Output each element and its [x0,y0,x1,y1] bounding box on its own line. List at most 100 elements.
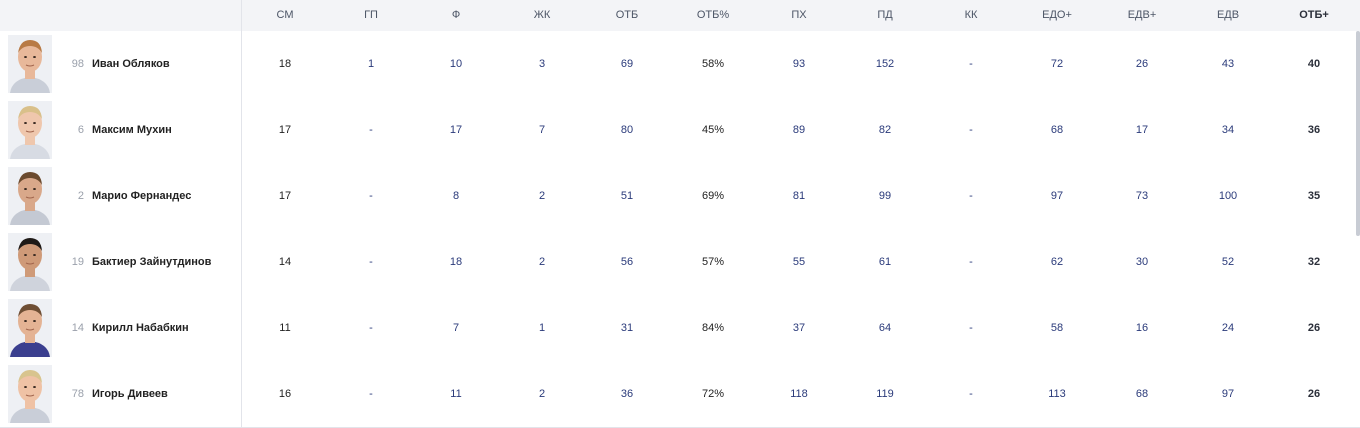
stat-cell-10: 30 [1135,256,1149,268]
stat-cell-6: 118 [790,388,808,400]
stat-cell-8: - [969,256,973,268]
stat-cell-2: 17 [449,124,463,136]
player-number: 98 [71,58,84,70]
column-header-edo-plus[interactable]: ЕДО+ [1042,9,1072,21]
table-row[interactable]: 78 Игорь Дивеев 16 - 11 2 36 72% 118 119 - 113 68 97 2… [0,361,1360,428]
column-header-gp[interactable]: ГП [364,9,378,21]
player-photo[interactable] [8,167,52,225]
stat-cell-11: 43 [1221,58,1235,70]
stat-cell-7: 152 [875,58,895,70]
stat-cell-10: 17 [1135,124,1149,136]
table-row[interactable]: 98 Иван Обляков 18 1 10 3 69 58% 93 152 - 72 26 43 40 [0,31,1360,98]
stat-cell-0: 18 [278,58,292,70]
player-name[interactable]: Марио Фернандес [92,190,192,202]
stat-cell-1: - [369,322,373,334]
stat-cell-2: 11 [450,388,462,400]
player-name[interactable]: Бактиер Зайнутдинов [92,256,212,268]
player-cell[interactable]: 78 Игорь Дивеев [0,361,242,427]
stat-cell-11: 97 [1221,388,1235,400]
player-number: 19 [71,256,84,268]
stat-cell-8: - [969,388,973,400]
stat-cell-12: 35 [1307,190,1321,202]
stat-cell-1: 1 [367,58,375,70]
stat-cell-11: 24 [1221,322,1235,334]
stat-cell-4: 69 [620,58,634,70]
player-number: 6 [77,124,84,136]
column-header-otb-pct[interactable]: ОТБ% [696,9,730,21]
player-cell[interactable]: 19 Бактиер Зайнутдинов [0,229,242,295]
table-row[interactable]: 14 Кирилл Набабкин 11 - 7 1 31 84% 37 64 - 58 16 24 26 [0,295,1360,362]
column-header-edv-plus[interactable]: ЕДВ+ [1127,9,1157,21]
player-number: 78 [71,388,84,400]
column-header-f[interactable]: Ф [451,9,461,21]
player-photo[interactable] [8,365,52,423]
stat-cell-0: 16 [278,388,292,400]
stat-cell-3: 3 [538,58,546,70]
player-cell[interactable]: 2 Марио Фернандес [0,163,242,229]
stat-cell-6: 81 [792,190,806,202]
stat-cell-3: 2 [538,190,546,202]
player-photo[interactable] [8,299,52,357]
stat-cell-9: 113 [1048,388,1066,400]
stat-cell-8: - [969,58,973,70]
stat-cell-9: 97 [1050,190,1064,202]
stat-cell-4: 51 [620,190,634,202]
table-row[interactable]: 2 Марио Фернандес 17 - 8 2 51 69% 81 99 - 97 73 100 35 [0,163,1360,230]
stat-cell-6: 89 [792,124,806,136]
player-name[interactable]: Максим Мухин [92,124,172,136]
column-header-px[interactable]: ПХ [791,9,807,21]
stat-cell-10: 16 [1135,322,1149,334]
stat-cell-5: 72% [701,388,725,400]
stat-cell-0: 14 [278,256,292,268]
stat-cell-11: 52 [1221,256,1235,268]
stat-cell-4: 56 [620,256,634,268]
stat-cell-3: 7 [538,124,546,136]
stat-cell-7: 64 [878,322,892,334]
player-name[interactable]: Кирилл Набабкин [92,322,189,334]
player-name[interactable]: Игорь Дивеев [92,388,168,400]
stat-cell-6: 37 [792,322,806,334]
column-header-kk[interactable]: КК [964,9,978,21]
stat-cell-12: 26 [1307,322,1321,334]
player-name[interactable]: Иван Обляков [92,58,170,70]
stat-cell-8: - [969,124,973,136]
stat-cell-10: 68 [1135,388,1149,400]
stat-cell-12: 26 [1307,388,1321,400]
player-photo[interactable] [8,233,52,291]
stat-cell-1: - [369,190,373,202]
scrollbar[interactable] [1356,31,1360,236]
stat-cell-10: 73 [1135,190,1149,202]
player-number: 2 [77,190,84,202]
stat-cell-4: 36 [620,388,634,400]
stat-cell-3: 1 [538,322,546,334]
stat-cell-5: 84% [701,322,725,334]
stat-cell-7: 61 [878,256,892,268]
table-row[interactable]: 19 Бактиер Зайнутдинов 14 - 18 2 56 57% 55 61 - 62 3… [0,229,1360,296]
column-header-otb[interactable]: ОТБ [615,9,639,21]
stat-cell-2: 18 [449,256,463,268]
column-header-otb-plus[interactable]: ОТБ+ [1299,9,1329,21]
player-number: 14 [71,322,84,334]
player-cell[interactable]: 6 Максим Мухин [0,97,242,163]
table-row[interactable]: 6 Максим Мухин 17 - 17 7 80 45% 89 82 - 68 17 34 36 [0,97,1360,164]
stat-cell-8: - [969,322,973,334]
column-header-sm[interactable]: СМ [276,9,294,21]
stat-cell-3: 2 [538,388,546,400]
stat-cell-5: 45% [701,124,725,136]
player-cell[interactable]: 14 Кирилл Набабкин [0,295,242,361]
column-header-edv[interactable]: ЕДВ [1216,9,1240,21]
player-cell[interactable]: 98 Иван Обляков [0,31,242,97]
stat-cell-9: 62 [1050,256,1064,268]
column-header-zhk[interactable]: ЖК [533,9,551,21]
stat-cell-6: 93 [792,58,806,70]
player-photo[interactable] [8,101,52,159]
stat-cell-4: 80 [620,124,634,136]
stat-cell-4: 31 [620,322,634,334]
stat-cell-12: 32 [1307,256,1321,268]
stat-cell-12: 36 [1307,124,1321,136]
stat-cell-5: 57% [701,256,725,268]
player-photo[interactable] [8,35,52,93]
stat-cell-11: 34 [1221,124,1235,136]
column-header-pd[interactable]: ПД [877,9,893,21]
